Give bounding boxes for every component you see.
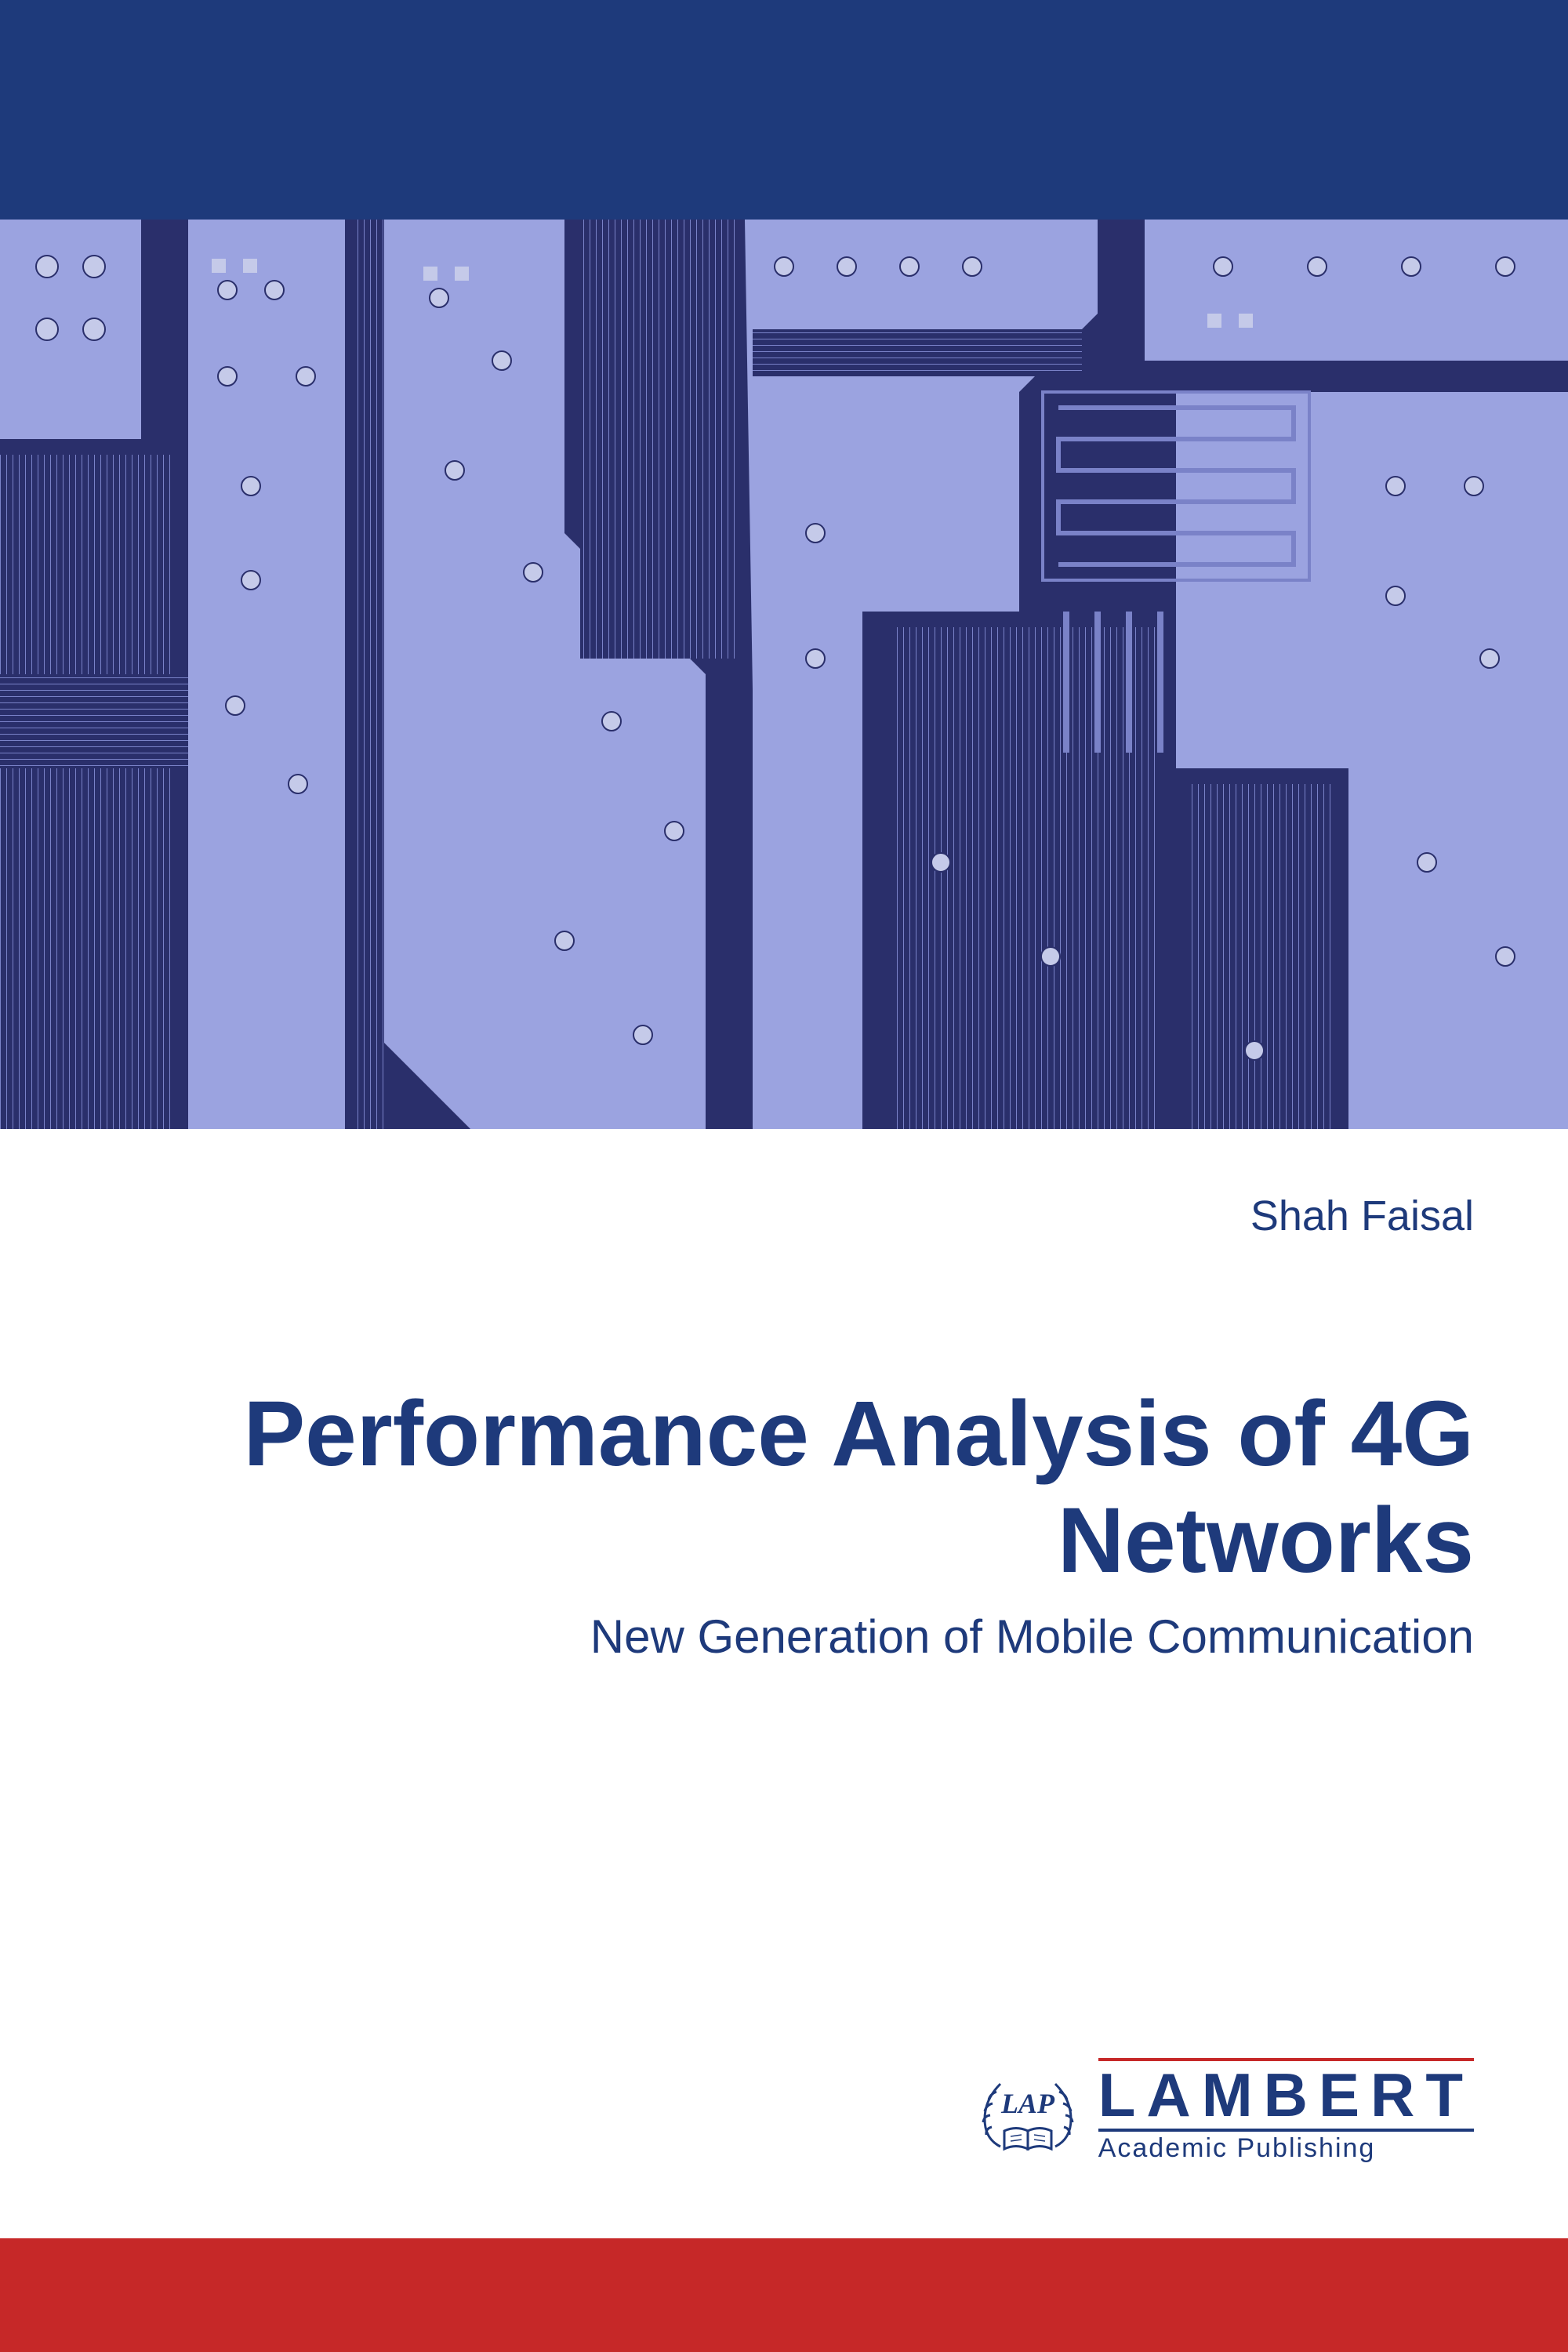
book-subtitle: New Generation of Mobile Communication [94, 1610, 1474, 1664]
publisher-tagline: Academic Publishing [1098, 2129, 1474, 2164]
emblem-text: LAP [1000, 2088, 1055, 2119]
author-name: Shah Faisal [94, 1192, 1474, 1240]
publisher-logo: LAP LAMBERT Academic Publishing [973, 2058, 1474, 2164]
bottom-bar [0, 2238, 1568, 2352]
content-area: Shah Faisal Performance Analysis of 4G N… [0, 1129, 1568, 1664]
book-title: Performance Analysis of 4G Networks [94, 1381, 1474, 1594]
top-bar [0, 0, 1568, 220]
publisher-text-block: LAMBERT Academic Publishing [1098, 2058, 1474, 2164]
publisher-name: LAMBERT [1098, 2061, 1474, 2129]
circuit-board-image [0, 220, 1568, 1129]
publisher-emblem-icon: LAP [973, 2064, 1083, 2158]
